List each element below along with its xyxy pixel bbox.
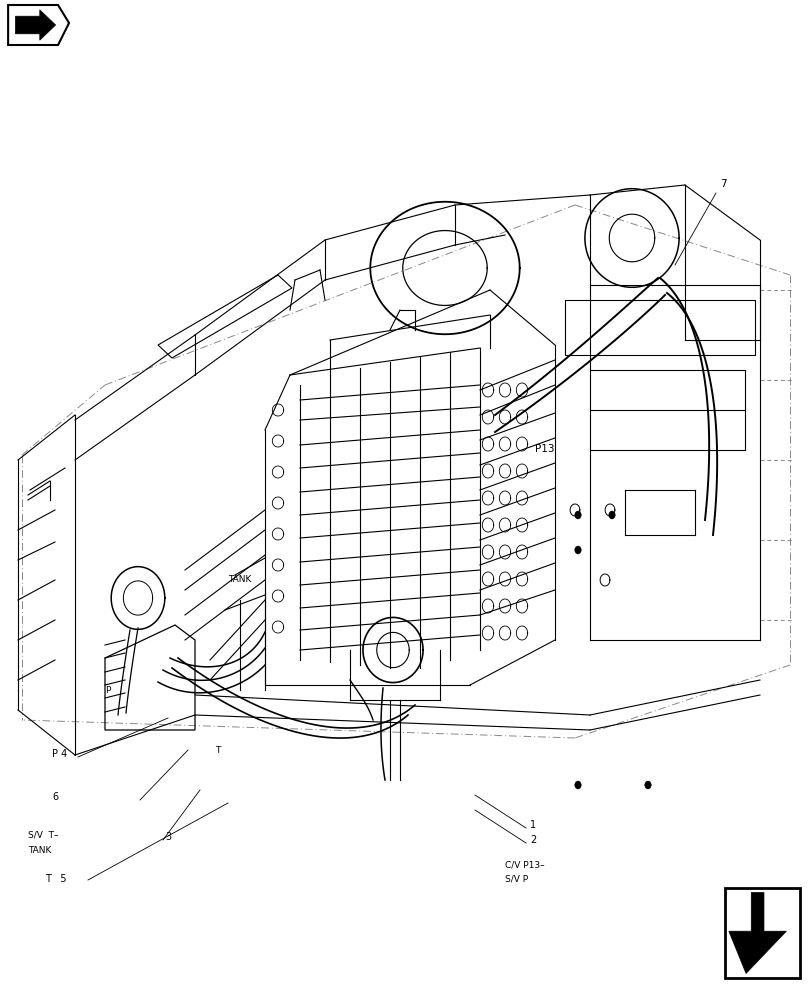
Text: C/V P13–: C/V P13– [504, 861, 544, 870]
Circle shape [574, 546, 581, 554]
Text: 6: 6 [52, 792, 58, 802]
Text: P: P [105, 686, 110, 695]
Text: T: T [215, 746, 220, 755]
Text: 7: 7 [719, 179, 726, 189]
Text: TANK: TANK [228, 575, 251, 584]
Text: S/V P: S/V P [504, 875, 527, 884]
Circle shape [608, 511, 615, 519]
Text: 1: 1 [530, 820, 535, 830]
Polygon shape [15, 10, 55, 40]
Circle shape [574, 781, 581, 789]
Text: P 4: P 4 [52, 749, 67, 759]
Text: 3: 3 [165, 832, 171, 842]
Polygon shape [728, 893, 785, 974]
Text: P13: P13 [534, 444, 554, 454]
Circle shape [574, 511, 581, 519]
Text: TANK: TANK [28, 846, 51, 855]
Text: S/V  T–: S/V T– [28, 831, 58, 840]
Text: 2: 2 [530, 835, 535, 845]
Text: T   5: T 5 [45, 874, 67, 884]
Circle shape [644, 781, 650, 789]
